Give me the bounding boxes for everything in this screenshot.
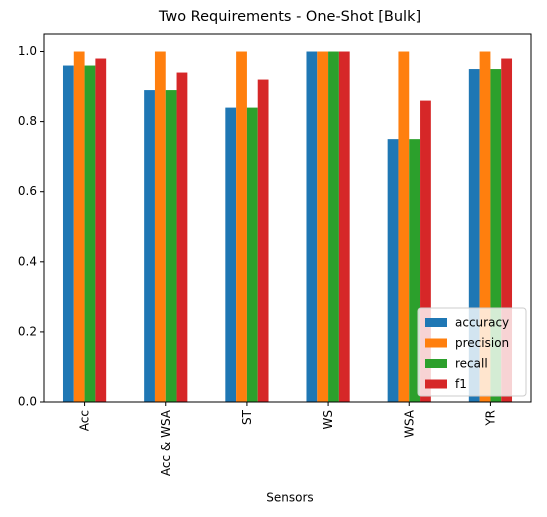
x-tick-label: YR bbox=[483, 410, 497, 427]
plot-area: 0.0 0.2 0.4 0.6 0.8 1.0 Acc Acc & WSA ST WS WSA YR a… bbox=[18, 33, 532, 476]
plot-frame bbox=[43, 33, 532, 403]
x-tick-label: Acc & WSA bbox=[159, 409, 173, 476]
y-tick-label: 0.6 bbox=[18, 184, 37, 198]
bar-accuracy-3 bbox=[306, 51, 318, 403]
legend-swatch-accuracy bbox=[425, 318, 447, 327]
series-accuracy bbox=[62, 51, 480, 403]
bar-recall-4 bbox=[409, 139, 421, 402]
legend-label-recall: recall bbox=[455, 357, 488, 371]
legend-label-accuracy: accuracy bbox=[455, 316, 509, 330]
legend-label-f1: f1 bbox=[455, 377, 467, 391]
legend-box bbox=[417, 307, 527, 397]
x-tick-label: ST bbox=[240, 409, 254, 425]
bar-f1-1 bbox=[176, 72, 188, 403]
bar-precision-2 bbox=[236, 51, 247, 403]
bar-accuracy-5 bbox=[468, 69, 480, 403]
bar-precision-0 bbox=[73, 51, 85, 403]
legend-swatch-precision bbox=[425, 338, 447, 348]
bar-precision-4 bbox=[398, 51, 410, 403]
bar-f1-2 bbox=[257, 79, 269, 402]
y-tick-label: 0.0 bbox=[18, 395, 37, 409]
y-tick-label: 1.0 bbox=[18, 44, 37, 58]
bar-precision-3 bbox=[317, 51, 329, 403]
bar-accuracy-1 bbox=[144, 90, 155, 402]
bar-accuracy-0 bbox=[62, 65, 74, 402]
bar-f1-0 bbox=[95, 58, 107, 402]
x-tick-label: WS bbox=[321, 410, 335, 429]
x-axis-label: Sensors bbox=[266, 491, 313, 505]
bar-recall-2 bbox=[246, 107, 258, 402]
y-tick-label: 0.2 bbox=[18, 324, 37, 338]
bar-recall-3 bbox=[328, 51, 339, 403]
legend-swatch-recall bbox=[425, 359, 447, 368]
y-tick-label: 0.8 bbox=[18, 114, 37, 128]
legend-label-precision: precision bbox=[455, 336, 509, 350]
bar-recall-1 bbox=[165, 90, 177, 402]
bar-accuracy-4 bbox=[387, 139, 399, 402]
legend: accuracy precision recall f1 bbox=[417, 307, 527, 397]
bar-recall-5 bbox=[490, 69, 502, 403]
bar-precision-1 bbox=[154, 51, 166, 403]
bar-precision-5 bbox=[479, 51, 491, 403]
series-recall bbox=[84, 51, 502, 403]
chart-title: Two Requirements - One-Shot [Bulk] bbox=[158, 9, 421, 25]
legend-swatch-f1 bbox=[425, 379, 447, 389]
x-tick-label: Acc bbox=[78, 410, 92, 431]
bar-f1-3 bbox=[338, 51, 350, 403]
bar-f1-5 bbox=[501, 58, 513, 402]
x-tick-label: WSA bbox=[402, 409, 416, 438]
bar-accuracy-2 bbox=[225, 107, 237, 402]
series-f1 bbox=[95, 51, 513, 403]
bar-recall-0 bbox=[84, 65, 96, 402]
bar-f1-4 bbox=[420, 100, 431, 402]
y-tick-label: 0.4 bbox=[18, 254, 37, 268]
series-precision bbox=[73, 51, 491, 403]
